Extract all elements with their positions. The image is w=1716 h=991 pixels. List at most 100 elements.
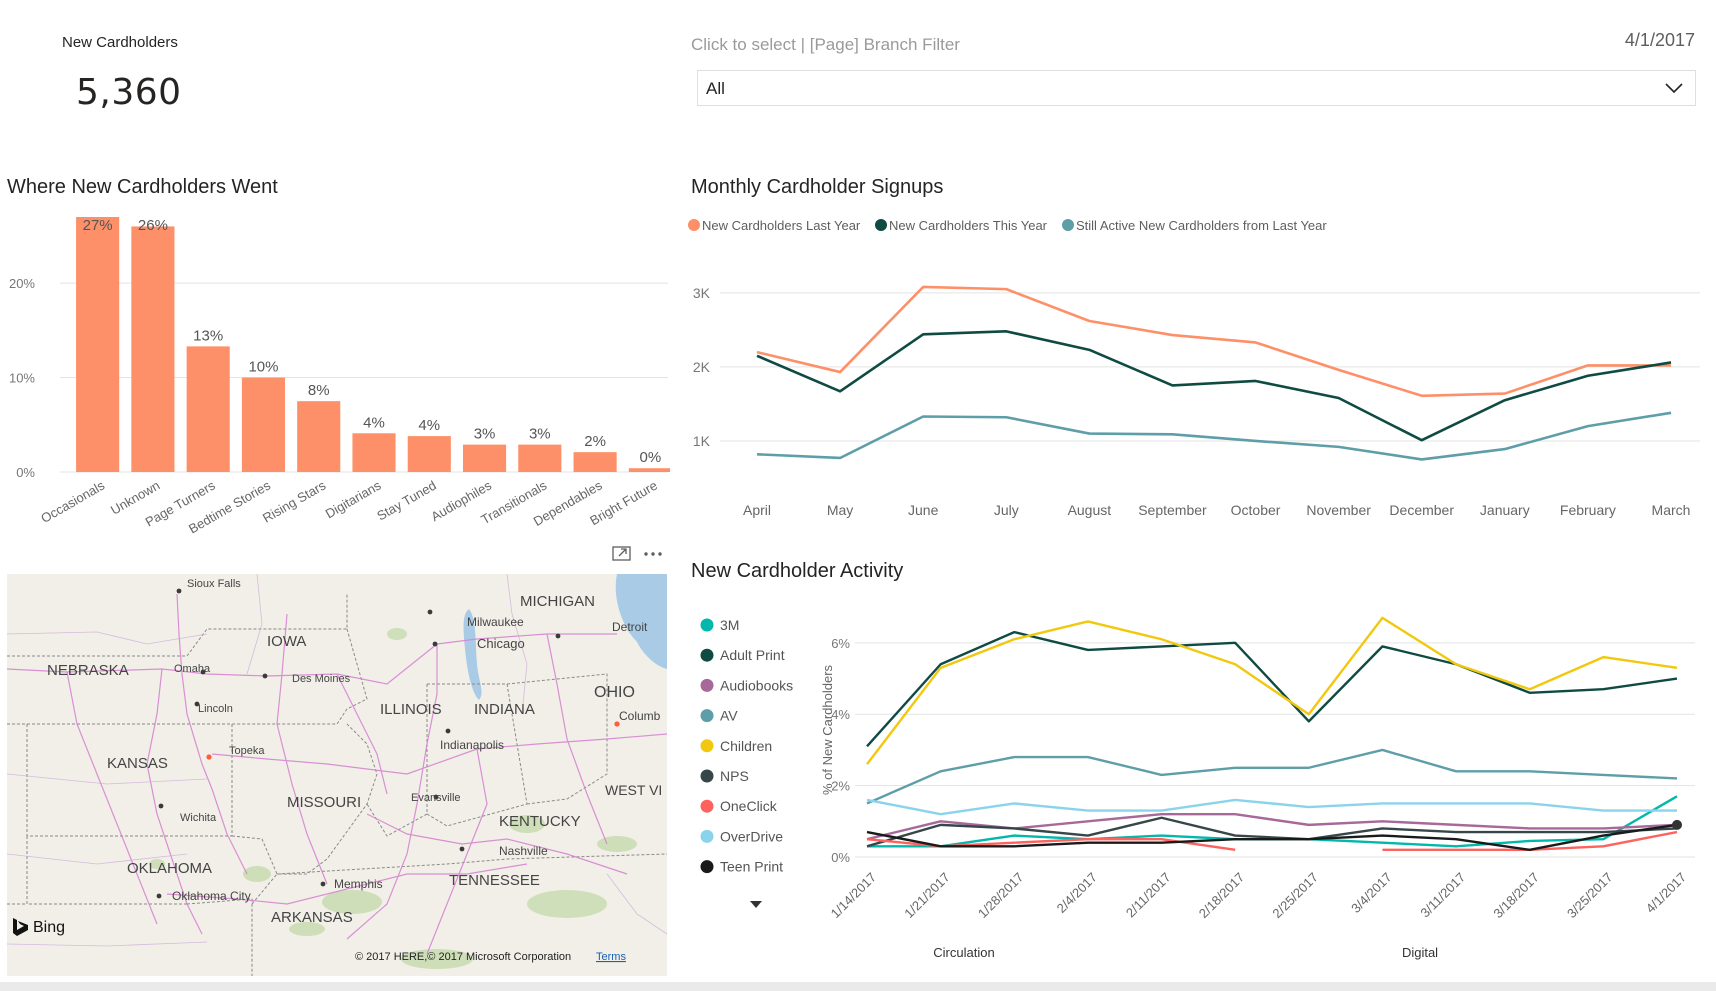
map-label: Topeka [229, 745, 265, 757]
focus-mode-icon[interactable] [612, 546, 631, 561]
y-axis-title: % of New Cardholders [820, 664, 835, 795]
x-tick-label: 3/11/2017 [1417, 870, 1468, 921]
x-tick-label: Stay Tuned [374, 478, 438, 524]
legend-marker [700, 769, 714, 783]
x-tick-label: January [1480, 502, 1530, 518]
y-tick-label: 10% [9, 371, 35, 386]
more-options-icon[interactable] [644, 552, 662, 556]
map-label: KENTUCKY [499, 813, 581, 830]
branch-filter-value: All [706, 79, 725, 98]
bar [462, 444, 507, 472]
bar-data-label: 26% [138, 217, 168, 234]
map[interactable]: Sioux Falls IOWA NEBRASKA Omaha Des Moin… [7, 574, 667, 976]
map-label: Detroit [612, 620, 648, 634]
y-tick-label: 2% [831, 779, 850, 794]
map-terms-link[interactable]: Terms [596, 951, 626, 963]
bar [518, 444, 562, 472]
activity-chart-title: New Cardholder Activity [691, 560, 904, 582]
chevron-down-icon[interactable] [1663, 77, 1685, 99]
branch-filter-title[interactable]: Click to select | [Page] Branch Filter [691, 35, 960, 54]
legend-marker [700, 860, 714, 874]
legend-marker [688, 219, 700, 231]
x-tick-label: 3/4/2017 [1348, 870, 1394, 916]
x-tick-label: 1/21/2017 [901, 870, 953, 922]
bar [297, 401, 341, 472]
y-tick-label: 3K [693, 285, 711, 301]
map-label: TENNESSEE [449, 872, 540, 889]
legend-more-icon [750, 901, 762, 908]
legend-marker [700, 648, 714, 662]
legend-marker [700, 829, 714, 843]
legend-label: OneClick [720, 798, 778, 814]
bar [352, 433, 396, 472]
legend-label: OverDrive [720, 828, 783, 844]
map-label: KANSAS [107, 755, 168, 772]
map-label: Des Moines [292, 673, 351, 685]
bottom-scrollbar[interactable] [0, 982, 1716, 991]
x-tick-label: 1/14/2017 [828, 870, 880, 922]
map-label: INDIANA [474, 701, 535, 718]
map-canvas[interactable]: Sioux Falls IOWA NEBRASKA Omaha Des Moin… [7, 574, 667, 976]
x-tick-label: Digitarians [323, 477, 384, 521]
y-tick-label: 0% [831, 850, 850, 865]
branch-filter-dropdown[interactable]: All [697, 70, 1696, 106]
bar-data-label: 0% [640, 449, 662, 466]
x-tick-label: March [1652, 502, 1691, 518]
legend-label: New Cardholders Last Year [702, 218, 861, 233]
x-tick-label: April [743, 502, 771, 518]
map-label: Oklahoma City [172, 889, 251, 903]
map-label: OKLAHOMA [127, 860, 212, 877]
bar-data-label: 3% [529, 426, 551, 443]
legend-label: AV [720, 708, 738, 724]
legend-marker [700, 618, 714, 632]
map-label: Lincoln [198, 703, 233, 715]
legend-label: Audiobooks [720, 677, 793, 693]
legend-marker [700, 739, 714, 753]
map-label: MICHIGAN [520, 593, 595, 610]
legend-label: 3M [720, 617, 739, 633]
x-tick-label: September [1138, 502, 1207, 518]
report-date: 4/1/2017 [1624, 30, 1695, 50]
x-tick-label: October [1231, 502, 1281, 518]
series-line [866, 748, 1678, 805]
bar [628, 468, 670, 472]
legend-marker [1062, 219, 1074, 231]
legend-label: Children [720, 738, 772, 754]
bar [241, 377, 286, 472]
bar-data-label: 2% [584, 433, 606, 450]
map-label: WEST VI [605, 782, 662, 798]
bar [407, 436, 451, 472]
map-label: OHIO [594, 684, 635, 701]
x-tick-label: June [908, 502, 939, 518]
bar-data-label: 4% [363, 414, 385, 431]
x-tick-label: February [1560, 502, 1616, 518]
legend-label: New Cardholders This Year [889, 218, 1048, 233]
x-tick-label: Rising Stars [260, 477, 329, 525]
bing-logo: Bing [13, 918, 65, 936]
map-attribution: © 2017 HERE,© 2017 Microsoft Corporation [355, 951, 571, 963]
y-tick-label: 4% [831, 707, 850, 722]
bar-chart-title: Where New Cardholders Went [7, 176, 278, 198]
map-label: Wichita [180, 812, 217, 824]
map-label: Chicago [477, 636, 525, 651]
svg-text:Bing: Bing [33, 919, 65, 936]
x-tick-label: August [1068, 502, 1112, 518]
series-line [866, 630, 1678, 748]
y-tick-label: 1K [693, 433, 711, 449]
series-line [756, 285, 1671, 398]
bar [573, 452, 617, 472]
legend-label: Teen Print [720, 859, 783, 875]
y-tick-label: 6% [831, 636, 850, 651]
map-label: Sioux Falls [187, 578, 241, 590]
bar [131, 226, 175, 472]
signups-chart: New Cardholders Last Year New Cardholders… [688, 218, 1700, 518]
legend-marker [700, 678, 714, 692]
x-tick-label: Occasionals [38, 477, 107, 526]
x-tick-label: 3/18/2017 [1490, 870, 1542, 922]
x-tick-label: 2/11/2017 [1123, 870, 1174, 921]
bar-data-label: 3% [474, 426, 496, 443]
bar-data-label: 10% [248, 359, 278, 376]
x-tick-label: May [827, 502, 853, 518]
x-tick-label: December [1389, 502, 1454, 518]
kpi-value: 5,360 [76, 72, 182, 113]
